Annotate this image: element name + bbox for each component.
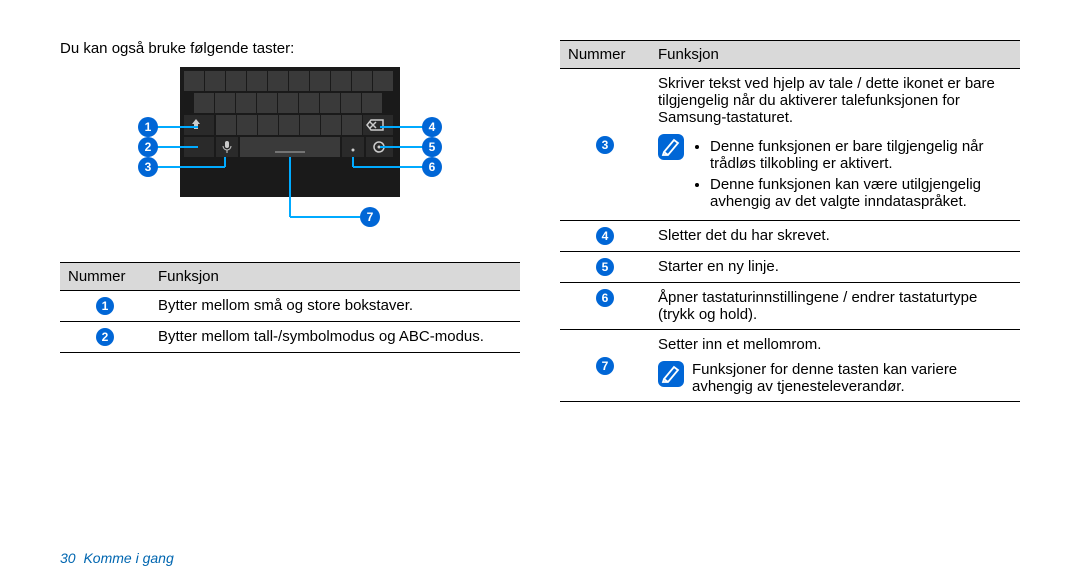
col-number: Nummer: [560, 41, 650, 69]
svg-text:4: 4: [429, 120, 436, 134]
keyboard-figure: 1 2 3 4 5 6 7: [110, 67, 470, 247]
svg-text:6: 6: [429, 160, 436, 174]
row7-note: Funksjoner for denne tasten kan variere …: [692, 361, 1012, 395]
row4-text: Sletter det du har skrevet.: [650, 221, 1020, 252]
row3-intro: Skriver tekst ved hjelp av tale / dette …: [658, 75, 1012, 126]
col-number: Nummer: [60, 263, 150, 291]
badge-6: 6: [596, 289, 614, 307]
svg-text:3: 3: [145, 160, 152, 174]
table-row: 4 Sletter det du har skrevet.: [560, 221, 1020, 252]
note-icon: [658, 134, 684, 160]
row2-text: Bytter mellom tall-/symbolmodus og ABC-m…: [150, 322, 520, 353]
page-number: 30: [60, 550, 76, 566]
row3-bullet2: Denne funksjonen kan være utilgjengelig …: [710, 176, 1012, 210]
col-function: Funksjon: [650, 41, 1020, 69]
row7-intro: Setter inn et mellomrom.: [658, 336, 1012, 353]
svg-text:5: 5: [429, 140, 436, 154]
table-row: 6 Åpner tastaturinnstillingene / endrer …: [560, 283, 1020, 330]
row3-bullet1: Denne funksjonen er bare tilgjengelig nå…: [710, 138, 1012, 172]
badge-2: 2: [96, 328, 114, 346]
right-table: Nummer Funksjon 3 Skriver tekst ved hjel…: [560, 40, 1020, 402]
table-row: 1 Bytter mellom små og store bokstaver.: [60, 291, 520, 322]
svg-text:7: 7: [367, 210, 374, 224]
svg-text:2: 2: [145, 140, 152, 154]
table-row: 2 Bytter mellom tall-/symbolmodus og ABC…: [60, 322, 520, 353]
left-table: Nummer Funksjon 1 Bytter mellom små og s…: [60, 262, 520, 353]
badge-7: 7: [596, 357, 614, 375]
section-title: Komme i gang: [83, 550, 173, 566]
note-icon: [658, 361, 684, 387]
row6-text: Åpner tastaturinnstillingene / endrer ta…: [650, 283, 1020, 330]
badge-1: 1: [96, 297, 114, 315]
table-row: 5 Starter en ny linje.: [560, 252, 1020, 283]
row5-text: Starter en ny linje.: [650, 252, 1020, 283]
table-row: 7 Setter inn et mellomrom. Funksjoner fo…: [560, 330, 1020, 402]
col-function: Funksjon: [150, 263, 520, 291]
intro-text: Du kan også bruke følgende taster:: [60, 40, 520, 57]
badge-5: 5: [596, 258, 614, 276]
badge-3: 3: [596, 136, 614, 154]
keyboard-svg: 1 2 3 4 5 6 7: [110, 67, 470, 247]
page-footer: 30 Komme i gang: [60, 550, 174, 566]
row1-text: Bytter mellom små og store bokstaver.: [150, 291, 520, 322]
badge-4: 4: [596, 227, 614, 245]
svg-text:1: 1: [145, 120, 152, 134]
table-row: 3 Skriver tekst ved hjelp av tale / dett…: [560, 69, 1020, 221]
